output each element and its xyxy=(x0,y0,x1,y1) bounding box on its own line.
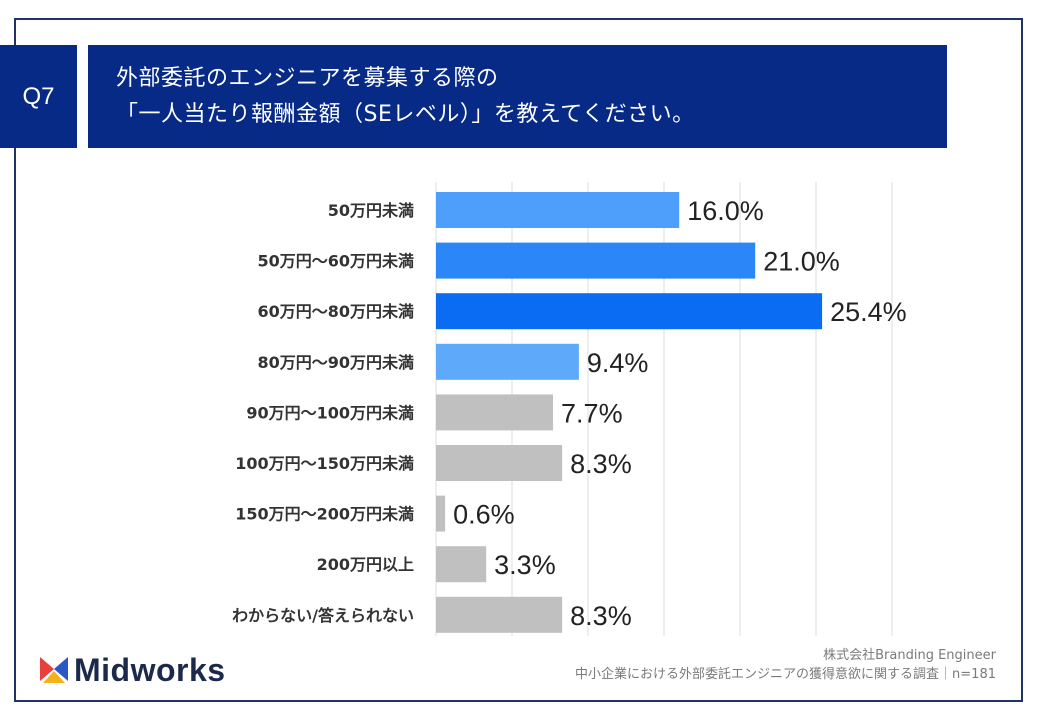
category-label: 80万円～90万円未満 xyxy=(257,353,414,372)
question-title-line1: 外部委託のエンジニアを募集する際の xyxy=(116,66,499,91)
category-label: 60万円～80万円未満 xyxy=(257,302,414,321)
source-footer: 株式会社Branding Engineer 中小企業における外部委託エンジニアの… xyxy=(575,646,996,684)
data-label: 16.0% xyxy=(687,196,764,226)
footer-survey: 中小企業における外部委託エンジニアの獲得意欲に関する調査｜n=181 xyxy=(575,667,996,682)
data-label: 0.6% xyxy=(453,500,515,530)
data-label: 7.7% xyxy=(561,398,623,428)
category-label: 90万円～100万円未満 xyxy=(246,403,414,422)
category-label: 150万円～200万円未満 xyxy=(235,505,414,524)
category-label: 50万円～60万円未満 xyxy=(257,252,414,271)
category-label: 200万円以上 xyxy=(317,555,414,574)
bar xyxy=(436,242,756,279)
question-title-line2: 「一人当たり報酬金額（SEレベル）」を教えてください。 xyxy=(116,102,695,127)
bar xyxy=(436,445,563,481)
logo-text: Midworks xyxy=(74,651,226,688)
data-label: 21.0% xyxy=(763,247,840,277)
bar xyxy=(436,343,579,380)
bar xyxy=(436,546,487,583)
midworks-logo-icon xyxy=(40,657,68,683)
data-label: 3.3% xyxy=(494,550,556,580)
midworks-logo: Midworks xyxy=(40,650,226,690)
category-label: 100万円～150万円未満 xyxy=(235,454,414,473)
data-label: 9.4% xyxy=(587,348,649,378)
bar xyxy=(436,495,446,532)
category-label: わからない/答えられない xyxy=(232,606,414,625)
data-label: 8.3% xyxy=(570,449,632,479)
bar xyxy=(436,293,823,330)
footer-company: 株式会社Branding Engineer xyxy=(823,648,996,663)
bar xyxy=(436,192,680,228)
category-label: 50万円未満 xyxy=(328,201,414,220)
bar xyxy=(436,596,563,633)
data-label: 8.3% xyxy=(570,601,632,631)
data-label: 25.4% xyxy=(830,297,907,327)
question-badge: Q7 xyxy=(0,45,77,148)
question-title: 外部委託のエンジニアを募集する際の 「一人当たり報酬金額（SEレベル）」を教えて… xyxy=(88,45,947,148)
bar xyxy=(436,394,554,431)
